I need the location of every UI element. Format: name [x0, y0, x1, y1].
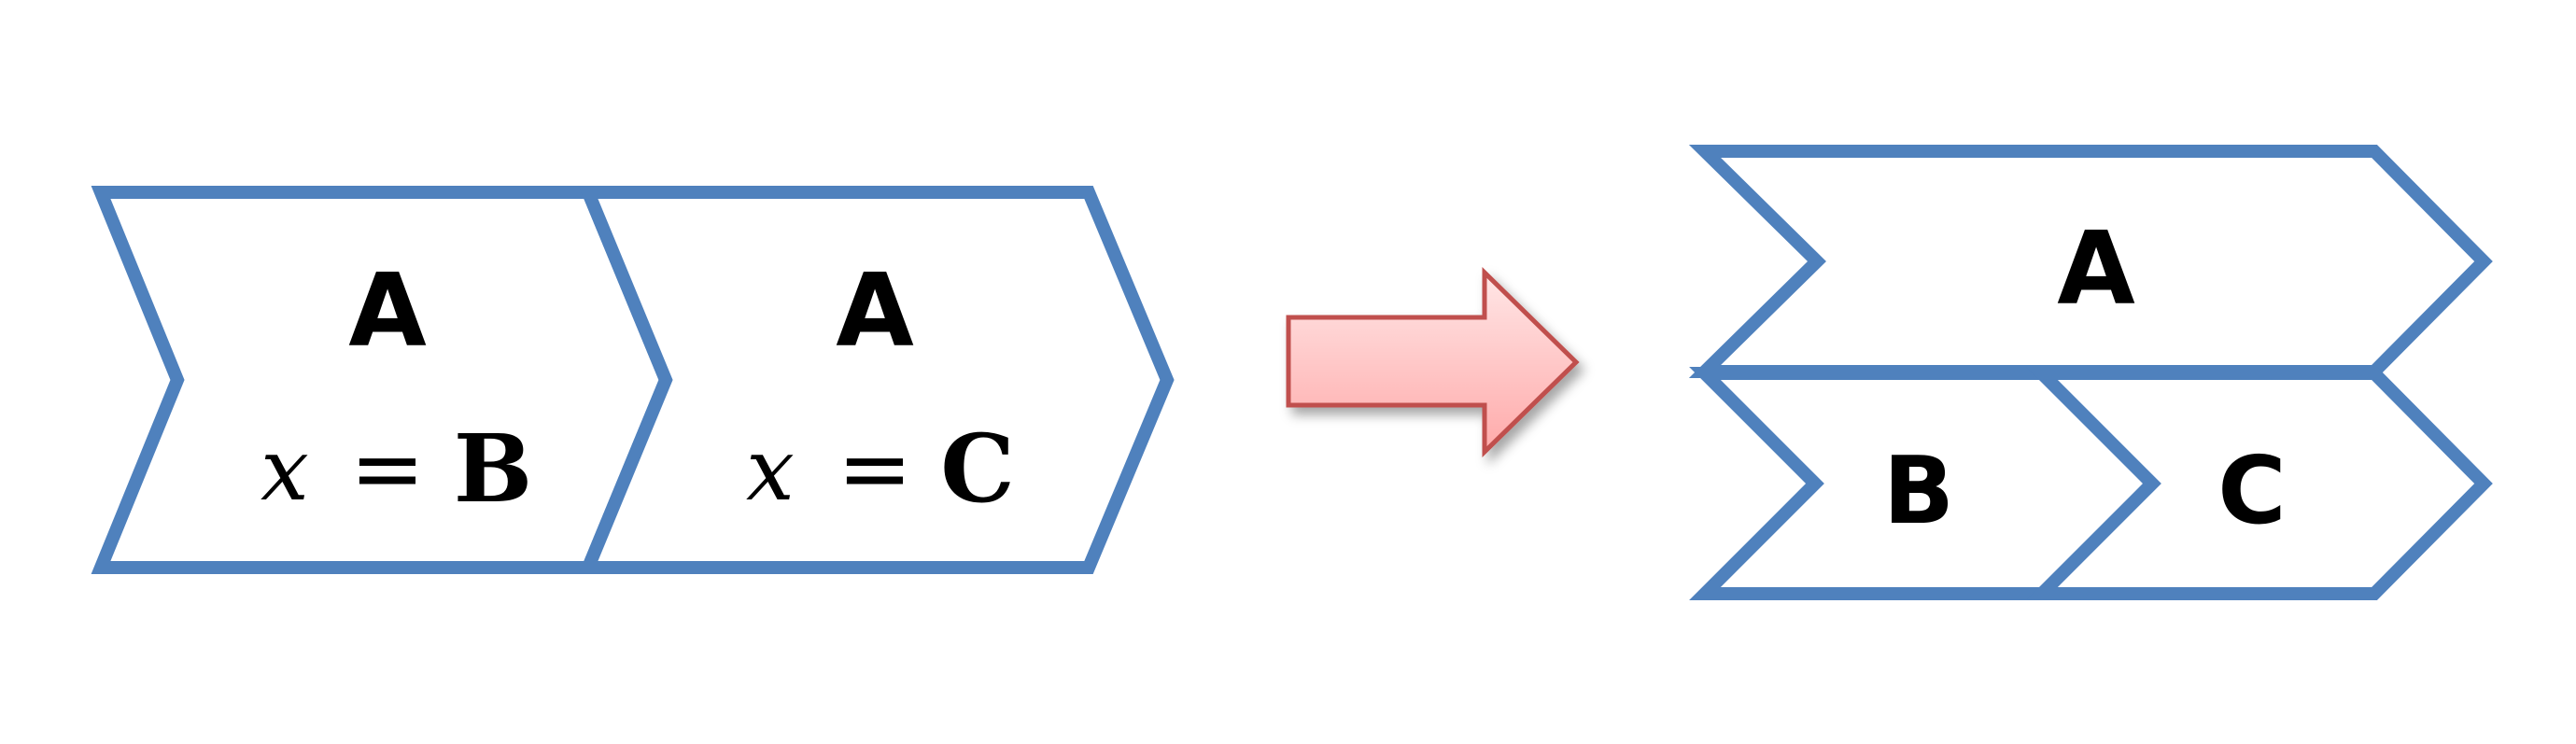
before-left-variable: x	[260, 420, 309, 520]
before-right-equals: =	[838, 416, 912, 521]
before-left-value: B	[454, 414, 533, 524]
before-group: A x = B A x = C	[91, 186, 1175, 574]
after-top-chevron: A	[1688, 145, 2493, 378]
before-left-title: A	[348, 253, 427, 370]
after-top-title: A	[2057, 211, 2135, 328]
before-right-title: A	[836, 253, 914, 370]
before-right-chevron: A x = C	[578, 186, 1175, 574]
before-left-equals: =	[350, 416, 425, 521]
after-bottom-left-title: B	[1883, 436, 1954, 545]
before-right-variable: x	[746, 420, 795, 520]
right-arrow-icon	[1286, 267, 1580, 457]
after-bottom-right-chevron-shape	[2026, 367, 2493, 600]
after-bottom-right-chevron: C	[2026, 367, 2493, 600]
after-group: A B C	[1688, 145, 2493, 600]
after-bottom-right-title: C	[2217, 436, 2286, 545]
before-right-chevron-shape	[578, 186, 1175, 574]
transform-arrow-shape	[1286, 267, 1580, 457]
before-left-chevron: A x = B	[91, 186, 673, 574]
before-right-value: C	[940, 414, 1015, 524]
